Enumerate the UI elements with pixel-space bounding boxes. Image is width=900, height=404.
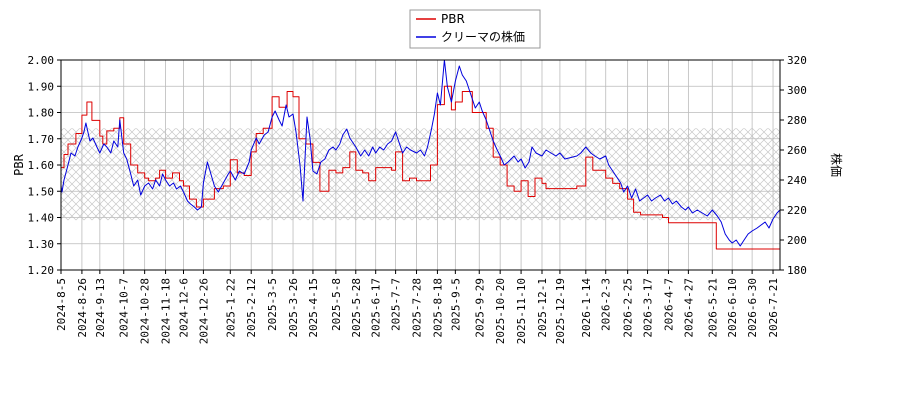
legend-label-pbr: PBR [441,12,465,26]
right-tick-label: 200 [787,234,807,247]
y-axis-label-right: 株価 [829,153,844,177]
x-tick-label: 2024-9-13 [94,278,107,338]
x-tick-label: 2024-8-5 [55,278,68,331]
left-tick-label: 1.70 [28,133,55,146]
left-tick-label: 1.80 [28,107,55,120]
x-tick-label: 2025-5-8 [330,278,343,331]
series-line-pbr [61,85,780,250]
x-tick-label: 2024-10-28 [139,278,152,344]
x-tick-label: 2026-2-3 [600,278,613,331]
right-axis-ticks: 180 200 220 240 260 280 300 320 [780,54,807,277]
y-axis-label-left: PBR [12,153,26,175]
x-tick-label: 2025-4-15 [307,278,320,338]
x-tick-label: 2026-1-14 [580,278,593,338]
x-tick-label: 2024-10-7 [118,278,131,338]
x-tick-label: 2026-6-30 [746,278,759,338]
right-tick-label: 240 [787,174,807,187]
x-axis-ticks: 2024-8-5 2024-8-26 2024-9-13 2024-10-7 2024-… [55,270,780,344]
legend-box [409,9,541,49]
legend-label-price: クリーマの株価 [441,29,525,44]
x-tick-label: 2025-6-17 [370,278,383,338]
right-tick-label: 220 [787,204,807,217]
left-tick-label: 2.00 [28,54,55,67]
x-tick-label: 2025-3-26 [287,278,300,338]
left-axis-ticks: 1.20 1.30 1.40 1.50 1.60 1.70 1.80 1.90 2.00 [28,54,61,277]
ambiguous-range-band [61,128,780,221]
x-tick-label: 2026-5-21 [706,278,719,338]
series-line-price [61,60,780,247]
left-tick-label: 1.60 [28,159,55,172]
right-tick-label: 260 [787,144,807,157]
x-tick-label: 2026-6-10 [726,278,739,338]
x-tick-label: 2024-12-26 [197,278,210,344]
right-tick-label: 280 [787,114,807,127]
x-tick-label: 2025-1-22 [224,278,237,338]
x-tick-label: 2025-2-12 [245,278,258,338]
x-tick-label: 2024-8-26 [76,278,89,338]
x-tick-label: 2024-12-6 [177,278,190,338]
legend: PBR クリーマの株価 [409,9,541,49]
x-tick-label: 2025-7-28 [411,278,424,338]
x-tick-label: 2025-3-5 [266,278,279,331]
x-tick-label: 2025-9-5 [449,278,462,331]
x-tick-label: 2026-4-27 [682,278,695,338]
x-tick-label: 2025-11-10 [515,278,528,344]
x-tick-label: 2025-10-20 [494,278,507,344]
left-tick-label: 1.30 [28,238,55,251]
x-tick-label: 2025-8-18 [431,278,444,338]
right-tick-label: 180 [787,264,807,277]
left-tick-label: 1.50 [28,185,55,198]
x-tick-label: 2026-3-17 [642,278,655,338]
hatch-band [61,128,780,221]
x-tick-label: 2024-11-18 [160,278,173,344]
x-tick-label: 2025-5-28 [350,278,363,338]
x-tick-label: 2025-7-7 [390,278,403,331]
series-lines [61,60,780,250]
x-tick-label: 2025-12-1 [536,278,549,338]
left-tick-label: 1.90 [28,80,55,93]
right-tick-label: 320 [787,54,807,67]
right-tick-label: 300 [787,84,807,97]
x-tick-label: 2026-2-25 [622,278,635,338]
left-tick-label: 1.20 [28,264,55,277]
x-tick-label: 2025-9-29 [473,278,486,338]
x-tick-label: 2026-7-21 [767,278,780,338]
x-tick-label: 2025-12-19 [554,278,567,344]
left-tick-label: 1.40 [28,212,55,225]
x-tick-label: 2026-4-7 [662,278,675,331]
